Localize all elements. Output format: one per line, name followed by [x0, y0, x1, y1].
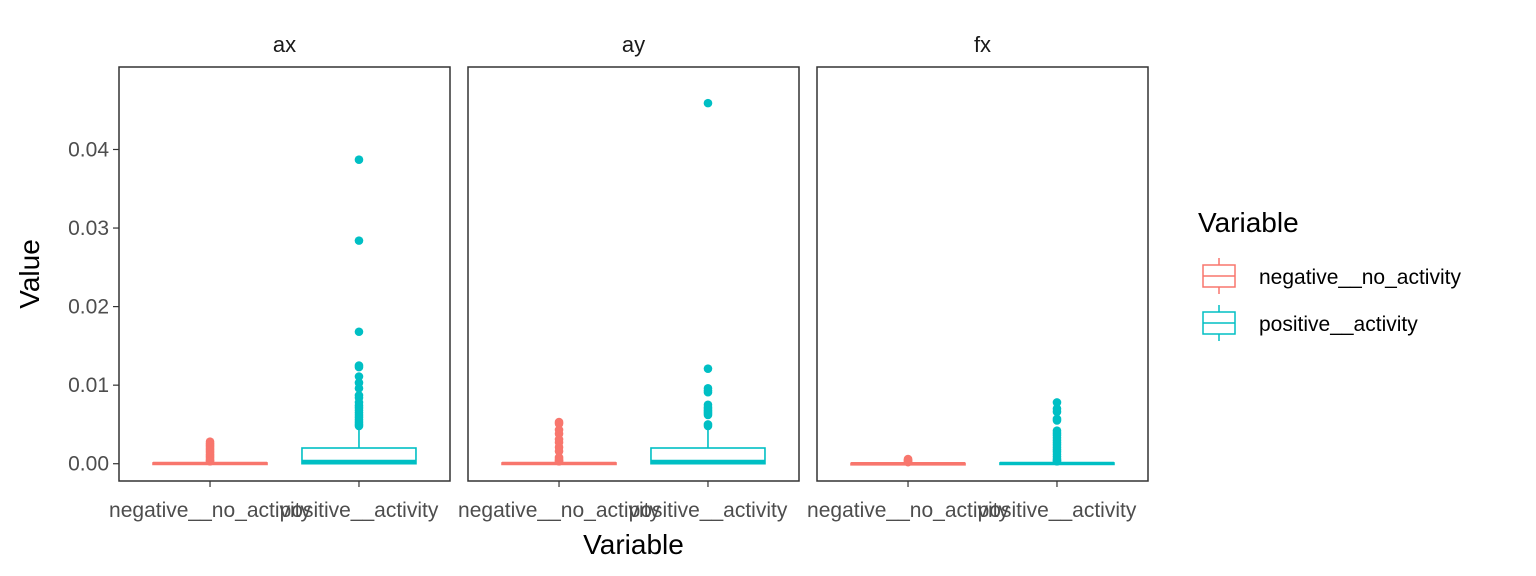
y-axis-title: Value	[14, 239, 45, 309]
facet-panel-fx: fx negative__no_activitypositive__activit…	[807, 32, 1149, 522]
box-negative__no_activity	[501, 417, 617, 466]
outlier-point	[703, 98, 713, 108]
x-axis-title: Variable	[583, 529, 684, 560]
outlier-point	[1052, 416, 1062, 425]
x-tick-label: positive__activity	[629, 499, 788, 522]
outlier-point	[205, 457, 215, 466]
box-positive__activity	[650, 98, 766, 465]
box-positive__activity	[999, 398, 1115, 466]
outlier-point	[354, 327, 364, 337]
outlier-point	[554, 419, 564, 428]
outlier-point	[354, 421, 364, 431]
facet-title: fx	[974, 32, 991, 57]
y-tick-label: 0.03	[68, 217, 109, 240]
x-tick-label: negative__no_activity	[109, 499, 311, 522]
y-tick-label: 0.02	[68, 296, 109, 319]
outlier-point	[703, 387, 713, 397]
legend-title: Variable	[1198, 207, 1299, 238]
box-positive__activity	[301, 155, 417, 465]
x-tick-label: positive__activity	[978, 499, 1137, 522]
outlier-point	[1052, 407, 1062, 417]
panel-border	[816, 66, 1149, 482]
outlier-point	[703, 421, 713, 431]
outlier-point	[903, 457, 913, 467]
outlier-point	[554, 457, 564, 466]
facet-title: ax	[273, 32, 296, 57]
outlier-point	[1052, 398, 1062, 407]
panels-layer: axnegative__no_activitypositive__activit…	[109, 32, 1149, 522]
legend-label: positive__activity	[1259, 313, 1418, 336]
legend-label: negative__no_activity	[1259, 266, 1461, 289]
facet-title: ay	[622, 32, 645, 57]
outlier-point	[703, 364, 713, 373]
legend-key-icon	[1202, 305, 1236, 341]
legend-key-icon	[1202, 258, 1236, 294]
box-negative__no_activity	[152, 437, 268, 466]
y-tick-label: 0.01	[68, 374, 109, 397]
legend-entry: negative__no_activity	[1202, 258, 1461, 294]
y-tick-label: 0.04	[68, 138, 109, 161]
outlier-point	[1052, 457, 1062, 466]
outlier-point	[354, 384, 364, 393]
facet-panel-ay: ay negative__no_activitypositive__activit…	[458, 32, 800, 522]
legend: Variable negative__no_activity positive__…	[1198, 207, 1461, 341]
legend-entry: positive__activity	[1202, 305, 1418, 341]
outlier-point	[354, 155, 364, 164]
panel-border	[467, 66, 800, 482]
outlier-point	[554, 446, 564, 456]
x-tick-label: negative__no_activity	[458, 499, 660, 522]
outlier-point	[354, 362, 364, 372]
x-tick-label: negative__no_activity	[807, 499, 1009, 522]
y-tick-label: 0.00	[68, 453, 109, 476]
y-axis: 0.00 0.01 0.02 0.03 0.04	[68, 138, 119, 476]
panel-border	[118, 66, 451, 482]
outlier-point	[354, 236, 364, 245]
box-negative__no_activity	[850, 454, 966, 467]
outlier-point	[703, 410, 713, 420]
facet-panel-ax: ax negative__no_activitypositive__activit…	[109, 32, 451, 522]
x-tick-label: positive__activity	[280, 499, 439, 522]
outlier-point	[354, 372, 364, 381]
